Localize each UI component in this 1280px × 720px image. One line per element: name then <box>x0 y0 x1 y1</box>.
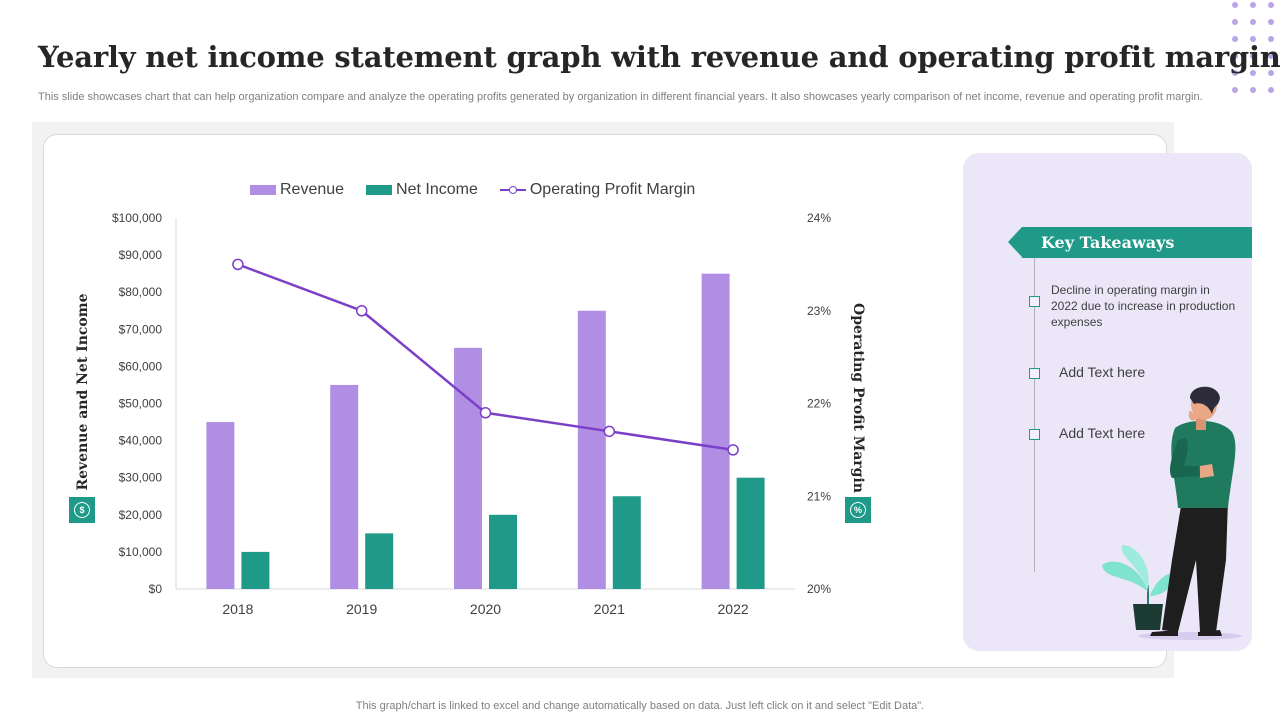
legend-swatch-revenue <box>250 185 276 195</box>
takeaways-timeline <box>1034 258 1035 572</box>
bar-net-income <box>736 477 765 589</box>
bar-net-income <box>612 496 641 589</box>
x-tick-label: 2018 <box>222 601 253 617</box>
plant-icon <box>1102 545 1175 630</box>
decorative-dot <box>1232 19 1238 25</box>
x-tick-label: 2022 <box>718 601 749 617</box>
footer-note: This graph/chart is linked to excel and … <box>355 700 925 712</box>
bar-revenue <box>701 273 730 589</box>
y2-tick-label: 22% <box>807 397 831 411</box>
decorative-dot <box>1250 2 1256 8</box>
bar-revenue <box>330 384 359 589</box>
y-tick-label: $70,000 <box>119 322 163 336</box>
bar-net-income <box>241 551 270 589</box>
y-tick-label: $30,000 <box>119 471 163 485</box>
bar-net-income <box>489 514 517 589</box>
takeaway-text-1: Decline in operating margin in 2022 due … <box>1051 283 1236 329</box>
banner-bar <box>1022 227 1252 258</box>
takeaway-checkbox-1 <box>1029 296 1040 307</box>
decorative-dot <box>1250 53 1256 59</box>
dollar-coin-icon: $ <box>69 497 95 523</box>
y2-tick-label: 23% <box>807 304 831 318</box>
legend-label-revenue: Revenue <box>280 181 345 198</box>
decorative-dot <box>1232 87 1238 93</box>
bar-revenue <box>206 422 235 589</box>
y2-tick-label: 20% <box>807 582 831 596</box>
y-tick-label: $0 <box>149 582 163 596</box>
banner-arrow <box>1008 227 1022 257</box>
decorative-dot <box>1268 36 1274 42</box>
point-operating-profit-margin <box>479 407 492 419</box>
takeaway-text-2: Add Text here <box>1059 364 1146 380</box>
legend-item-operating-profit-margin: Operating Profit Margin <box>499 181 696 199</box>
y2-tick-label: 24% <box>807 211 831 225</box>
bar-revenue <box>577 310 606 589</box>
decorative-dot <box>1268 2 1274 8</box>
percent-coin-icon: % <box>845 497 871 523</box>
takeaway-checkbox-3 <box>1029 429 1040 440</box>
legend-swatch-net-income <box>366 185 393 195</box>
decorative-dot <box>1250 87 1256 93</box>
x-tick-label: 2020 <box>470 601 501 617</box>
y2-tick-label: 21% <box>807 489 831 503</box>
legend-item-net-income: Net Income <box>366 181 478 199</box>
y-tick-label: $100,000 <box>112 211 162 225</box>
decorative-dot <box>1268 53 1274 59</box>
decorative-dot <box>1250 36 1256 42</box>
takeaway-checkbox-2 <box>1029 368 1040 379</box>
person-icon <box>1150 386 1236 636</box>
decorative-dot <box>1268 87 1274 93</box>
decorative-dot <box>1232 2 1238 8</box>
decorative-dot <box>1268 19 1274 25</box>
legend-label-operating-profit-margin: Operating Profit Margin <box>529 181 696 198</box>
decorative-dot <box>1232 70 1238 76</box>
point-operating-profit-margin <box>232 258 244 271</box>
takeaway-text-3: Add Text here <box>1059 425 1146 441</box>
y-tick-label: $40,000 <box>119 434 163 448</box>
x-tick-label: 2021 <box>594 601 625 617</box>
page-subtitle: This slide showcases chart that can help… <box>38 91 1203 103</box>
dollar-coin-ring: $ <box>74 502 90 518</box>
point-operating-profit-margin <box>355 305 368 317</box>
y-tick-label: $10,000 <box>119 545 163 559</box>
legend-item-revenue: Revenue <box>250 181 344 199</box>
percent-coin-ring: % <box>850 502 866 518</box>
legend-swatch-operating-profit-margin <box>499 185 526 195</box>
y-tick-label: $90,000 <box>119 248 163 262</box>
x-tick-label: 2019 <box>346 601 377 617</box>
bar-revenue <box>454 347 482 589</box>
decorative-dot <box>1268 70 1274 76</box>
chart-legend: Revenue Net Income Operating Profit Marg… <box>250 181 717 199</box>
bar-net-income <box>365 533 394 589</box>
y-tick-label: $20,000 <box>119 508 163 522</box>
point-operating-profit-margin <box>727 444 739 456</box>
decorative-dot <box>1232 36 1238 42</box>
decorative-dot <box>1250 19 1256 25</box>
page-title: Yearly net income statement graph with r… <box>38 40 1280 74</box>
key-takeaways-title: Key Takeaways <box>1041 233 1175 252</box>
legend-label-net-income: Net Income <box>396 181 478 198</box>
y-tick-label: $80,000 <box>119 285 163 299</box>
point-operating-profit-margin <box>603 425 616 438</box>
decorative-dot <box>1250 70 1256 76</box>
y-tick-label: $50,000 <box>119 397 163 411</box>
decorative-dot <box>1232 53 1238 59</box>
y-tick-label: $60,000 <box>119 359 163 373</box>
key-takeaways-banner: Key Takeaways <box>1008 227 1252 258</box>
